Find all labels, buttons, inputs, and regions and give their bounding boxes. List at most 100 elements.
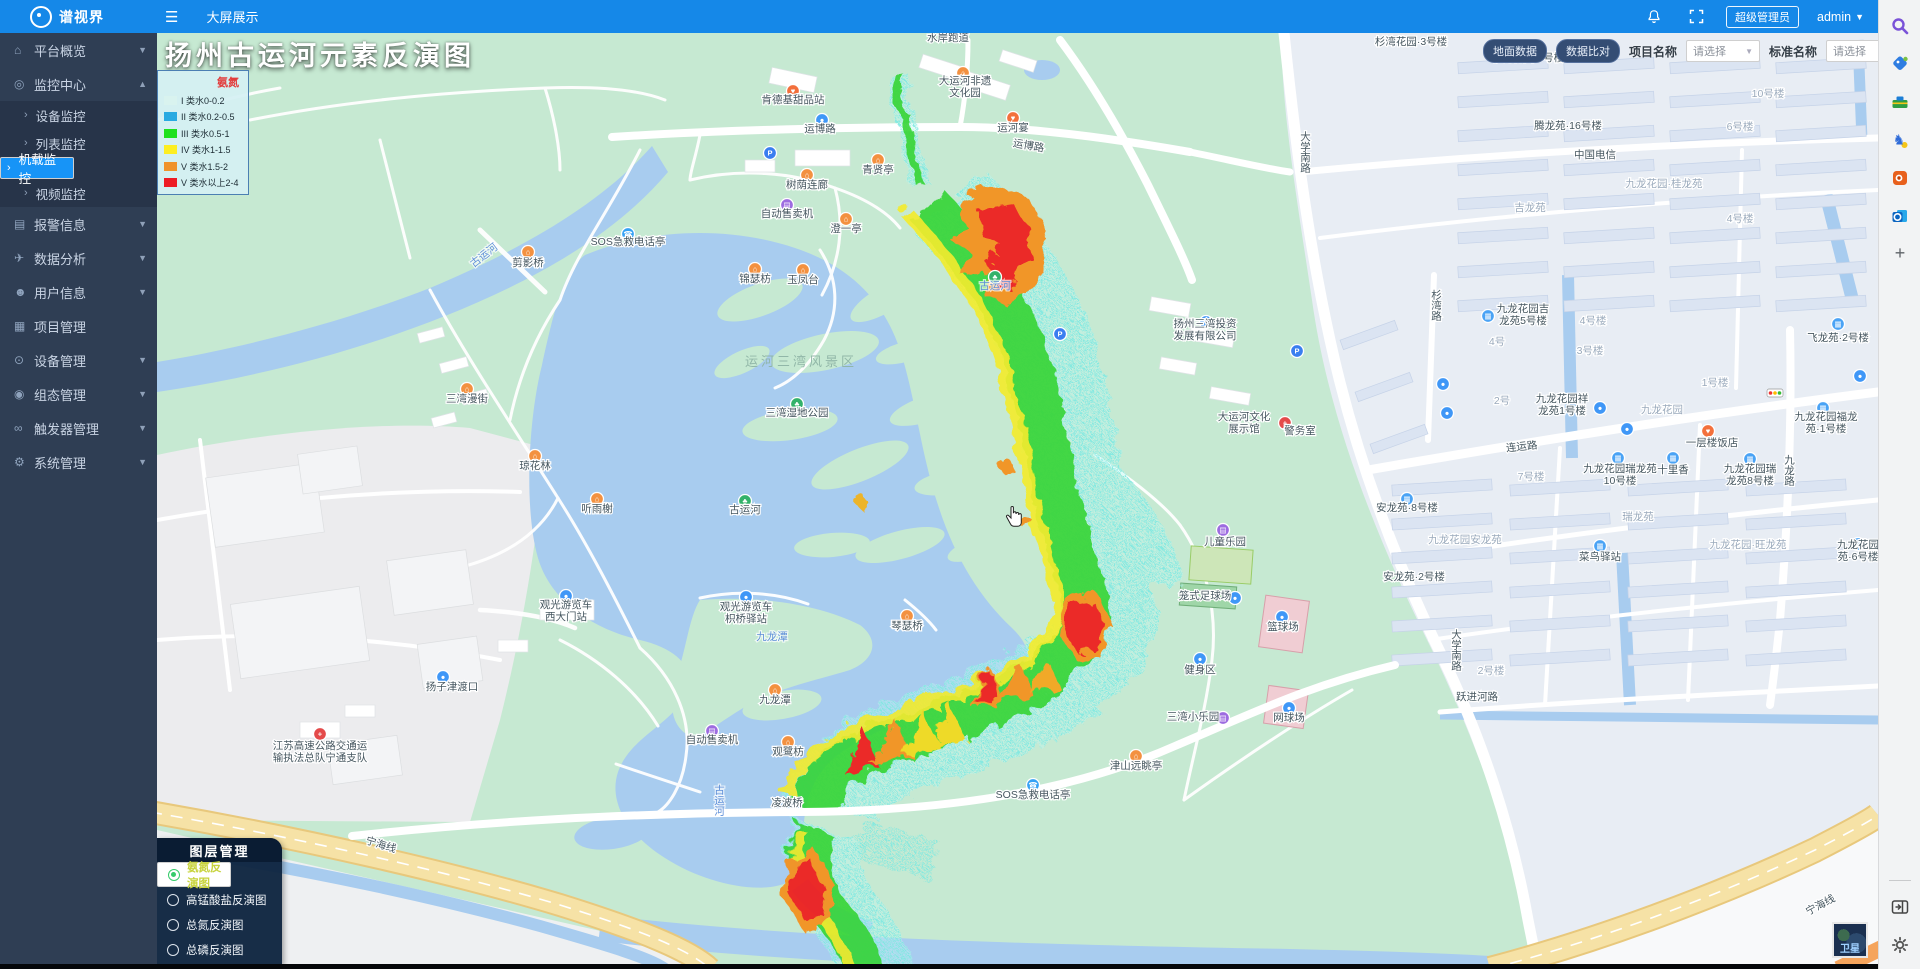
map-label: 运河三湾风景区	[745, 354, 857, 369]
map-label: 九龙花园福龙	[1795, 410, 1858, 423]
sidebar-subitem[interactable]: › 机载监控	[0, 153, 74, 186]
sidebar-item-analysis[interactable]: ✈ 数据分析 ▼	[0, 241, 157, 275]
map-label: 警务室	[1284, 424, 1316, 437]
svg-text:⌂: ⌂	[905, 612, 910, 621]
edge-icon-office[interactable]	[1888, 166, 1912, 190]
svg-text:●: ●	[441, 673, 446, 682]
map-label: 苑·6号楼	[1838, 550, 1878, 563]
layer-option[interactable]: 氨氮反演图	[157, 862, 231, 890]
system-icon: ⚙	[14, 455, 25, 469]
sidebar-item-config[interactable]: ◉ 组态管理 ▼	[0, 377, 157, 411]
map-label: 健身区	[1184, 663, 1216, 676]
radio-icon	[167, 943, 179, 956]
caret-down-icon: ▼	[138, 423, 147, 433]
legend-row: IV 类水1-1.5	[164, 143, 243, 156]
layer-option[interactable]: 总磷反演图	[157, 937, 282, 962]
roads-over	[348, 661, 1399, 840]
layer-option[interactable]: 总氮反演图	[157, 912, 282, 937]
svg-text:⌂: ⌂	[753, 265, 758, 274]
map-label: 九龙花园	[1837, 538, 1878, 551]
caret-down-icon: ▼	[138, 253, 147, 263]
svg-text:▤: ▤	[708, 727, 715, 736]
map-label: 津山远眺亭	[1110, 759, 1163, 772]
map-label: 网球场	[1273, 711, 1305, 724]
map-label: 飞龙苑·2号楼	[1807, 331, 1869, 344]
svg-text:●: ●	[1441, 380, 1446, 389]
svg-text:⌂: ⌂	[526, 248, 531, 257]
sidebar-submenu: › 设备监控 › 列表监控 › 机载监控 › 视频监控	[0, 101, 157, 207]
sidebar-item-trigger[interactable]: ∞ 触发器管理 ▼	[0, 411, 157, 445]
map-controls: 地面数据 数据比对 项目名称 请选择▼ 标准名称 请选择▼	[1483, 39, 1878, 63]
data-compare-button[interactable]: 数据比对	[1556, 39, 1620, 63]
chevron-down-icon: ▼	[1745, 46, 1754, 56]
map-label: 10号楼	[1604, 474, 1637, 487]
svg-text:▦: ▦	[1614, 454, 1621, 463]
map-label: 九龙花园祥	[1536, 392, 1589, 405]
sidebar-item-alarm[interactable]: ▤ 报警信息 ▼	[0, 207, 157, 241]
satellite-thumbnail	[1834, 924, 1866, 956]
edge-icon-shopping[interactable]	[1888, 52, 1912, 76]
tab-bigscreen[interactable]: 大屏展示	[206, 10, 259, 25]
monitor-icon: ◎	[14, 77, 25, 91]
map-poi-g: ♣	[789, 396, 805, 412]
map-label: 中国电信	[1574, 148, 1616, 161]
sidebar-subitem[interactable]: › 列表监控	[0, 129, 157, 157]
map-label: 九龙潭	[759, 693, 791, 706]
sidebar-item-device[interactable]: ⊙ 设备管理 ▼	[0, 343, 157, 377]
user-menu[interactable]: admin ▼	[1817, 10, 1864, 24]
sidebar-subitem[interactable]: › 设备监控	[0, 101, 157, 129]
edge-icon-outlook[interactable]	[1888, 204, 1912, 228]
sidebar-item-user[interactable]: ☻ 用户信息 ▼	[0, 275, 157, 309]
map-label: 篮球场	[1267, 620, 1299, 633]
project-select[interactable]: 请选择 ▼	[1686, 40, 1761, 62]
legend-swatch	[164, 112, 177, 121]
map-label: 龙苑1号楼	[1538, 404, 1586, 417]
map-label: 古运河	[979, 279, 1011, 292]
logo-icon	[30, 5, 52, 28]
sidebar-subitem[interactable]: › 视频监控	[0, 179, 157, 207]
satellite-toggle-button[interactable]: 卫星	[1832, 922, 1868, 958]
svg-text:+: +	[318, 730, 323, 739]
edge-icon-settings[interactable]	[1888, 933, 1912, 957]
standard-select[interactable]: 请选择▼	[1826, 40, 1878, 62]
ground-data-button[interactable]: 地面数据	[1483, 39, 1547, 63]
sidebar-navigation: ⌂ 平台概览 ▼ ◎ 监控中心 ▲ › 设备监控 › 列表监控 › 机载监控 › 视频监控 ▤ 报警信息 ▼ ✈ 数…	[0, 33, 157, 969]
notification-bell-icon[interactable]	[1642, 5, 1666, 29]
menu-toggle-icon[interactable]: ☰	[165, 8, 179, 26]
svg-text:P: P	[1294, 347, 1299, 356]
map-label: 观光游览车	[720, 600, 773, 613]
fullscreen-icon[interactable]	[1684, 5, 1708, 29]
map-canvas[interactable]: ♥ ● P ⌂ ♥ ⌂ ⌂ ▤ ⌂ ☎ ⌂ ⌂ ⌂ ⌂ ⌂ ⌂ ♣ ♣ ♣ ● ⌂ ⌂ ⌂ ▤ ☎ ⌂ ● ▤ ● ● ● ▤ + ● P P ● ● ● ●…	[157, 33, 1878, 969]
role-badge: 超级管理员	[1726, 5, 1800, 28]
app-logo: 谱视界	[0, 5, 157, 28]
edge-icon-search[interactable]	[1888, 14, 1912, 38]
legend-label: V 类水以上2-4	[181, 178, 239, 188]
map-label: 4号楼	[1727, 212, 1754, 225]
svg-text:▤: ▤	[1219, 526, 1226, 535]
sidebar-item-project[interactable]: ▦ 项目管理	[0, 309, 157, 343]
horizontal-scrollbar[interactable]	[0, 964, 1878, 969]
map-label: 凌波桥	[771, 796, 803, 809]
edge-icon-toolbox[interactable]	[1888, 90, 1912, 114]
caret-down-icon: ▼	[138, 389, 147, 399]
map-label: 连运路	[1505, 438, 1538, 454]
edge-icon-add[interactable]: +	[1888, 242, 1912, 266]
map-poi-h: ▦	[1830, 316, 1846, 332]
map-poi-b: ●	[814, 112, 830, 128]
map-label: 树荫连廊	[786, 178, 828, 191]
layer-option-label: 氨氮反演图	[187, 861, 222, 890]
highways	[157, 801, 1878, 969]
legend-label: V 类水1.5-2	[181, 161, 229, 172]
edge-icon-games[interactable]: ♞	[1888, 128, 1912, 152]
svg-text:●: ●	[1625, 425, 1630, 434]
home-icon: ⌂	[14, 43, 22, 57]
sidebar-item-label: 数据分析	[34, 251, 87, 267]
sidebar-item-system[interactable]: ⚙ 系统管理 ▼	[0, 445, 157, 479]
edge-icon-open-panel[interactable]	[1888, 895, 1912, 919]
sidebar-item-monitor[interactable]: ◎ 监控中心 ▲	[0, 67, 157, 101]
layer-option[interactable]: 高锰酸盐反演图	[157, 887, 282, 912]
sidebar-item-home[interactable]: ⌂ 平台概览 ▼	[0, 33, 157, 67]
legend-row: III 类水0.5-1	[164, 127, 243, 140]
map-poi-h: ▦	[1850, 536, 1866, 552]
map-poi-o: ⌂	[589, 491, 605, 507]
